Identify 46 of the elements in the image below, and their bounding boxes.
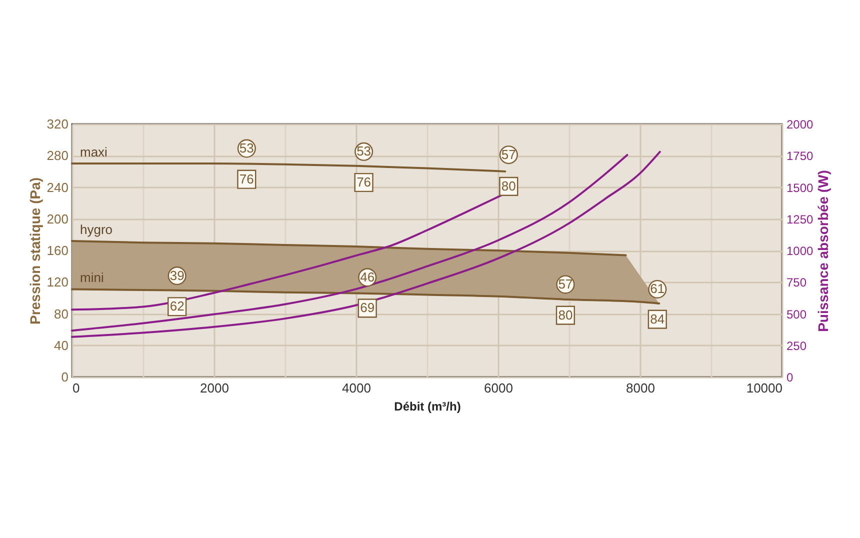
y2-tick-label: 2000	[786, 118, 814, 132]
y-tick-label: 160	[46, 243, 68, 258]
x-tick-label: 6000	[484, 380, 513, 396]
y2-tick-label: 1500	[786, 180, 814, 195]
y-axis-title: Pression statique (Pa)	[26, 177, 43, 325]
y-tick-label: 0	[61, 370, 68, 384]
y2-tick-label: 1250	[786, 212, 814, 226]
annotation: 53	[356, 144, 372, 159]
line-series	[71, 240, 627, 256]
annotation: 57	[558, 276, 573, 292]
x-tick-label: 0	[72, 380, 80, 396]
y2-axis-title: Puissance absorbée (W)	[815, 170, 832, 332]
series-label: mini	[80, 270, 104, 286]
annotation: 61	[650, 281, 665, 296]
annotation: 39	[170, 268, 184, 283]
y2-tick-label: 1750	[786, 149, 814, 164]
y2-tick-label: 0	[786, 370, 794, 384]
x-tick-label: 4000	[342, 380, 371, 396]
line-series	[71, 162, 506, 172]
y2-tick-label: 1000	[786, 244, 814, 258]
series-label: hygro	[80, 222, 113, 238]
y-tick-label: 240	[46, 180, 68, 195]
annotation: 46	[360, 269, 375, 284]
y2-tick-label: 250	[786, 338, 807, 353]
y-tick-label: 280	[46, 148, 68, 164]
y-tick-label: 80	[54, 306, 68, 322]
y-tick-label: 120	[46, 274, 68, 290]
annotation: 69	[360, 300, 375, 316]
y2-tick-label: 750	[786, 276, 807, 290]
annotation: 84	[650, 311, 665, 326]
series-label: maxi	[80, 144, 108, 160]
annotation: 80	[501, 178, 516, 194]
annotation: 76	[356, 174, 372, 190]
x-tick-label: 2000	[200, 380, 229, 396]
y2-tick-label: 500	[786, 307, 807, 322]
x-axis-title: Débit (m³/h)	[394, 400, 461, 414]
annotation: 57	[501, 146, 516, 162]
y-tick-label: 40	[54, 338, 68, 353]
x-tick-label: 10000	[746, 380, 782, 396]
annotation: 80	[558, 307, 573, 322]
y-tick-label: 200	[46, 211, 68, 226]
annotation: 62	[170, 298, 184, 314]
annotation: 53	[239, 140, 254, 156]
annotation: 76	[239, 171, 254, 186]
x-tick-label: 8000	[626, 380, 655, 396]
y-tick-label: 320	[46, 116, 68, 132]
